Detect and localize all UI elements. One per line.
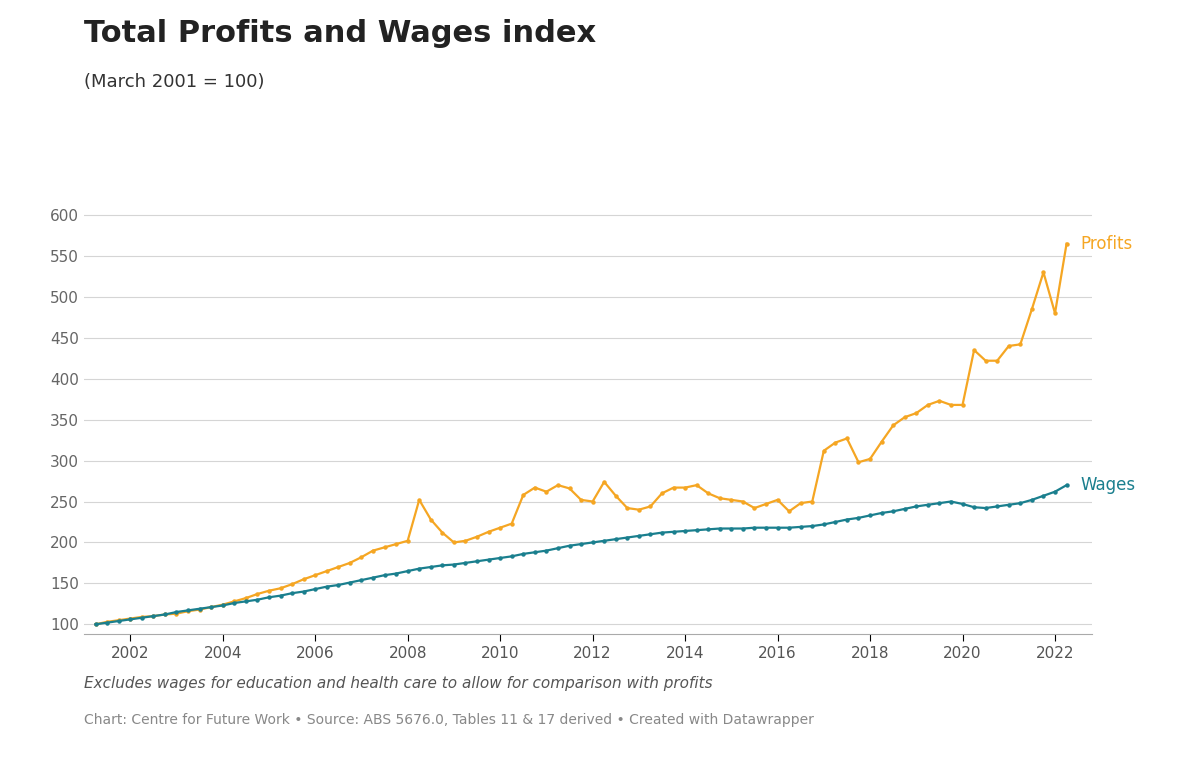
- Text: (March 2001 = 100): (March 2001 = 100): [84, 73, 264, 91]
- Text: Profits: Profits: [1080, 235, 1133, 253]
- Text: Excludes wages for education and health care to allow for comparison with profit: Excludes wages for education and health …: [84, 676, 713, 691]
- Text: Wages: Wages: [1080, 476, 1135, 494]
- Text: Chart: Centre for Future Work • Source: ABS 5676.0, Tables 11 & 17 derived • Cre: Chart: Centre for Future Work • Source: …: [84, 713, 814, 727]
- Text: Total Profits and Wages index: Total Profits and Wages index: [84, 19, 596, 48]
